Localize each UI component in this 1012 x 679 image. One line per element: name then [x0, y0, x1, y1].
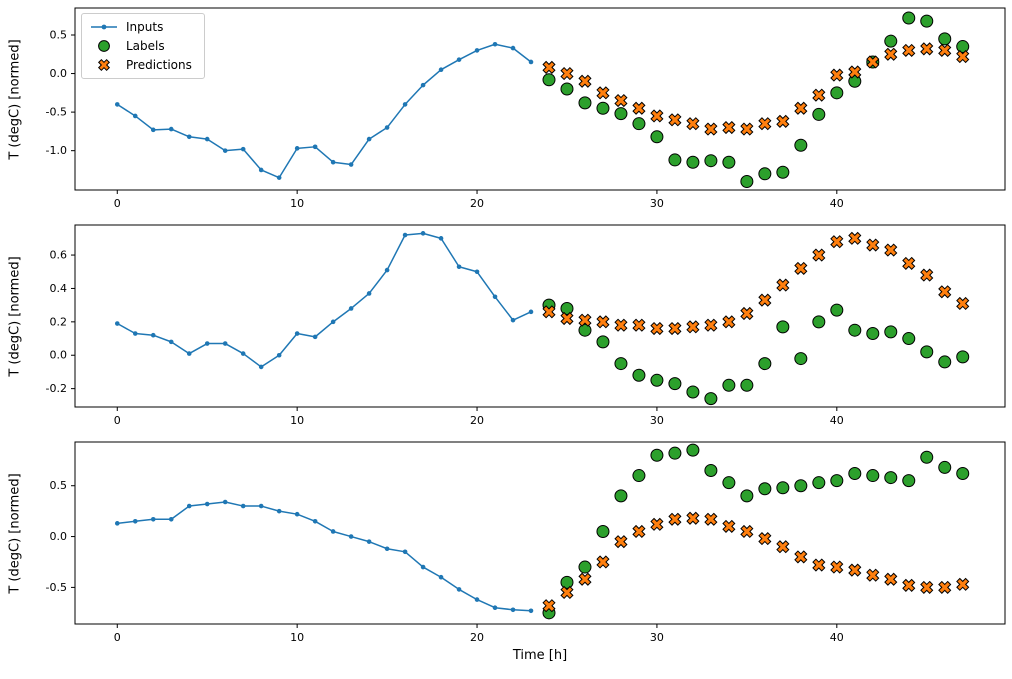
- y-axis-label-text: T (degC) [normed]: [7, 472, 23, 594]
- svg-text:0.6: 0.6: [50, 249, 68, 262]
- y-axis-label-subplot-1: T (degC) [normed]: [4, 8, 26, 190]
- svg-text:-0.5: -0.5: [46, 581, 67, 594]
- legend-item-inputs: Inputs: [90, 20, 192, 34]
- inputs-line-marker-icon: [90, 20, 118, 34]
- y-axis-label-text: T (degC) [normed]: [7, 38, 23, 160]
- svg-text:10: 10: [290, 414, 304, 427]
- svg-text:-0.2: -0.2: [46, 382, 67, 395]
- svg-text:0.0: 0.0: [50, 349, 68, 362]
- svg-text:40: 40: [830, 414, 844, 427]
- svg-text:0.2: 0.2: [50, 315, 68, 328]
- svg-text:0: 0: [114, 631, 121, 644]
- svg-text:40: 40: [830, 631, 844, 644]
- svg-text:30: 30: [650, 631, 664, 644]
- svg-text:20: 20: [470, 631, 484, 644]
- svg-text:-1.0: -1.0: [46, 144, 67, 157]
- svg-text:20: 20: [470, 414, 484, 427]
- svg-text:30: 30: [650, 414, 664, 427]
- legend-item-labels: Labels: [90, 39, 192, 53]
- svg-text:20: 20: [470, 197, 484, 210]
- svg-text:0: 0: [114, 197, 121, 210]
- svg-text:0.5: 0.5: [50, 479, 68, 492]
- svg-text:30: 30: [650, 197, 664, 210]
- svg-text:0.4: 0.4: [50, 282, 68, 295]
- legend-label: Predictions: [126, 58, 192, 72]
- legend-label: Labels: [126, 39, 165, 53]
- legend: Inputs Labels Predictions: [81, 13, 205, 79]
- legend-label: Inputs: [126, 20, 164, 34]
- predictions-x-marker-icon: [90, 58, 118, 72]
- svg-text:10: 10: [290, 631, 304, 644]
- svg-text:0.5: 0.5: [50, 28, 68, 41]
- y-axis-label-subplot-3: T (degC) [normed]: [4, 442, 26, 624]
- svg-text:-0.5: -0.5: [46, 106, 67, 119]
- y-axis-label-subplot-2: T (degC) [normed]: [4, 225, 26, 407]
- y-axis-label-text: T (degC) [normed]: [7, 255, 23, 377]
- svg-text:10: 10: [290, 197, 304, 210]
- svg-text:0: 0: [114, 414, 121, 427]
- svg-text:40: 40: [830, 197, 844, 210]
- svg-text:0.0: 0.0: [50, 67, 68, 80]
- svg-text:0.0: 0.0: [50, 530, 68, 543]
- legend-item-predictions: Predictions: [90, 58, 192, 72]
- x-axis-label: Time [h]: [512, 648, 568, 663]
- labels-circle-marker-icon: [90, 39, 118, 53]
